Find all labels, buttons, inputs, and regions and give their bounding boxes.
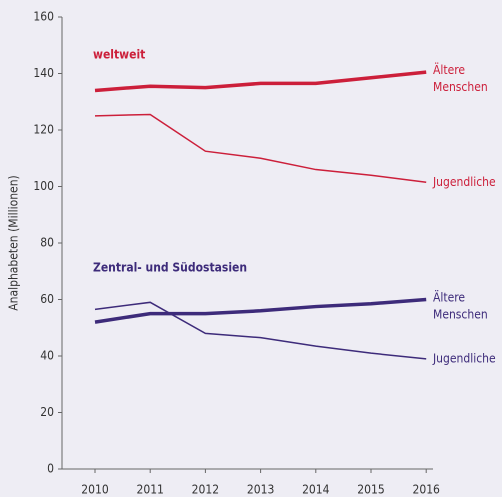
series-label: Ältere Menschen xyxy=(433,62,488,94)
y-tick-label: 0 xyxy=(47,462,54,476)
y-tick-label: 160 xyxy=(33,10,54,24)
series-label: Ältere Menschen xyxy=(433,289,488,321)
line xyxy=(94,70,427,93)
series-label: Jugendliche xyxy=(432,351,496,365)
y-tick-label: 100 xyxy=(33,179,54,193)
y-tick-label: 20 xyxy=(40,405,54,419)
y-tick-label: 80 xyxy=(40,236,54,250)
x-tick-label: 2013 xyxy=(247,483,274,497)
x-tick-label: 2016 xyxy=(412,483,440,497)
x-tick-label: 2012 xyxy=(192,483,219,497)
y-tick-label: 40 xyxy=(40,349,54,363)
x-tick-label: 2010 xyxy=(81,483,109,497)
group-label: Zentral- und Südostasien xyxy=(93,261,247,275)
y-tick-label: 140 xyxy=(33,66,54,80)
line xyxy=(94,297,427,324)
series-label: Jugendliche xyxy=(432,175,496,189)
x-tick-label: 2014 xyxy=(302,483,330,497)
line xyxy=(94,113,427,184)
group-label: weltweit xyxy=(93,48,145,62)
y-tick-label: 60 xyxy=(40,292,54,306)
x-tick-label: 2015 xyxy=(357,483,384,497)
x-tick-label: 2011 xyxy=(136,483,163,497)
y-tick-label: 120 xyxy=(33,123,54,137)
y-axis-label: Analphabeten (Millionen) xyxy=(7,175,21,310)
line xyxy=(94,301,427,360)
